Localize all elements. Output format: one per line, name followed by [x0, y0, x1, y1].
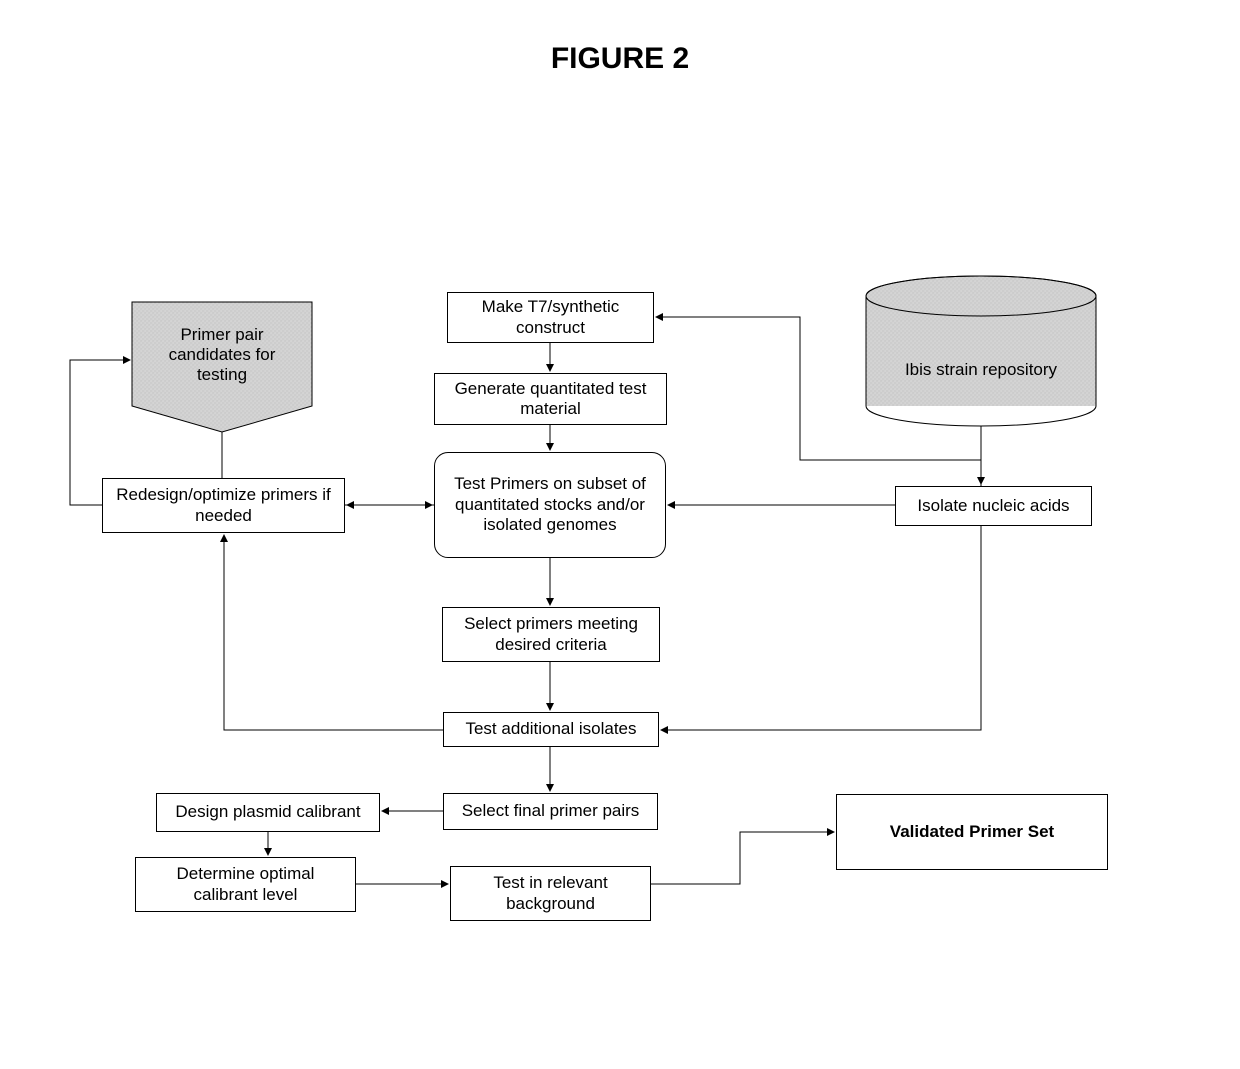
test-primers-node: Test Primers on subset of quantitated st… [434, 452, 666, 558]
gen-quant-node: Generate quantitated test material [434, 373, 667, 425]
repository-label: Ibis strain repository [866, 360, 1096, 380]
figure-title: FIGURE 2 [510, 42, 730, 76]
isolate-node: Isolate nucleic acids [895, 486, 1092, 526]
primer-pair-label: Primer pair candidates for testing [132, 310, 312, 400]
validated-node: Validated Primer Set [836, 794, 1108, 870]
test-additional-node: Test additional isolates [443, 712, 659, 747]
determine-optimal-node: Determine optimal calibrant level [135, 857, 356, 912]
test-background-node: Test in relevant background [450, 866, 651, 921]
redesign-node: Redesign/optimize primers if needed [102, 478, 345, 533]
select-meeting-node: Select primers meeting desired criteria [442, 607, 660, 662]
make-t7-node: Make T7/synthetic construct [447, 292, 654, 343]
repository-shape [866, 276, 1096, 426]
design-calibrant-node: Design plasmid calibrant [156, 793, 380, 832]
select-final-node: Select final primer pairs [443, 793, 658, 830]
figure-canvas: FIGURE 2 [0, 0, 1240, 1069]
